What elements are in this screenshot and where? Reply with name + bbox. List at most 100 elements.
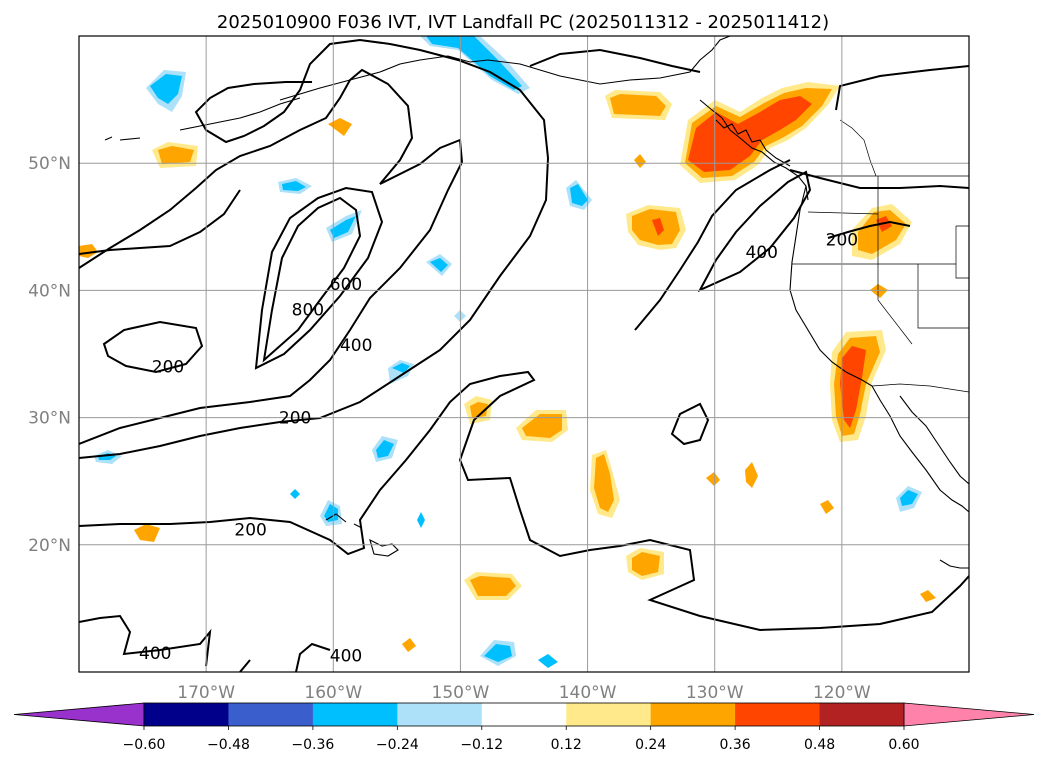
colorbar: −0.60 −0.48 −0.36 −0.24 −0.12 0.12 0.24 0.36 0.4… [13, 702, 1035, 753]
latitude-label: 40°N [28, 281, 71, 301]
colorbar-tick-label: 0.24 [635, 737, 666, 753]
colorbar-bin [312, 703, 398, 726]
positive-shading-tropic-d-mid [632, 552, 660, 576]
ivt-shading [79, 36, 936, 668]
contour-200-pacific-nw [529, 48, 791, 331]
latitude-label: 30°N [28, 409, 71, 429]
positive-shading-subtropic-b-mid [522, 414, 562, 438]
contour-label: 400 [340, 336, 372, 356]
contour-label: 400 [330, 646, 362, 666]
colorbar-bin [397, 703, 483, 726]
positive-shading-small-2-mid [158, 146, 194, 164]
colorbar-tick-label: −0.48 [207, 737, 250, 753]
positive-shading-small-8 [634, 154, 646, 168]
wyoming-border [955, 225, 969, 279]
baja-coast [871, 385, 969, 513]
negative-shading-aleutian-mid [150, 74, 182, 104]
us-west-coast [789, 185, 873, 387]
graticule [79, 36, 969, 672]
negative-shading-tropic-2-mid [900, 490, 918, 506]
negative-shading-n-pacific-3-mid [430, 258, 448, 272]
contour-200-closed-small [670, 402, 710, 446]
longitude-label: 150°W [432, 683, 490, 703]
colorbar-tick-label: −0.60 [123, 737, 166, 753]
contour-label: 800 [292, 300, 324, 320]
contour-200-subtropic [79, 370, 969, 632]
positive-shading-alaska-gulf-mid [610, 94, 666, 116]
mexico-coast-south [939, 559, 969, 569]
contour-200-main [79, 38, 550, 459]
contour-600 [254, 186, 384, 370]
washington-oregon-border [807, 211, 879, 215]
colorbar-over-arrow [903, 702, 1035, 727]
positive-shading-tropic-c-mid [470, 576, 516, 596]
axis-labels: 170°W 160°W 150°W 140°W 130°W 120°W 20°N 30°N 40… [28, 154, 871, 703]
figure-title: 2025010900 F036 IVT, IVT Landfall PC (20… [217, 12, 829, 33]
positive-shading-small-7 [79, 244, 98, 258]
colorbar-tick-label: −0.36 [291, 737, 334, 753]
positive-shading-small-4 [134, 524, 160, 542]
negative-shading-tropic-1-mid [484, 644, 512, 662]
negative-shading-small-2 [538, 654, 558, 668]
latitude-label: 50°N [28, 154, 71, 174]
negative-shading-n-pacific-4-mid [570, 184, 588, 206]
map-panel: 800 600 400 200 200 200 400 400 400 200 170°W 160°… [28, 35, 970, 703]
colorbar-bin [735, 703, 821, 726]
positive-shading-offshore-45n-inner [652, 218, 664, 236]
negative-shading-mid-4-mid [324, 504, 338, 522]
contour-label: 200 [826, 231, 858, 251]
contour-400-southwest [79, 614, 331, 672]
colorbar-frame [143, 702, 905, 727]
longitude-label: 120°W [813, 683, 871, 703]
positive-shading-small-3 [328, 118, 352, 136]
utah-border [917, 264, 969, 329]
pnw-inlets [715, 119, 791, 167]
nevada-border [877, 264, 913, 345]
us-mexico-border [871, 383, 969, 393]
colorbar-bin [144, 703, 229, 726]
contour-label: 200 [279, 409, 311, 429]
colorbar-tick-label: 0.48 [804, 737, 835, 753]
contour-label: 400 [746, 243, 778, 263]
positive-shading-small-5 [745, 462, 758, 488]
longitude-label: 130°W [686, 683, 744, 703]
map-frame [78, 35, 970, 673]
positive-shading-small-1-mid [470, 402, 488, 418]
contour-200-alaska-ne [835, 65, 969, 111]
positive-shading-small-11 [920, 590, 936, 602]
political-borders [792, 119, 969, 393]
colorbar-bin [228, 703, 314, 726]
contour-label: 400 [139, 644, 171, 664]
negative-shading-n-pacific-1-mid [282, 181, 306, 191]
canada-alaska-border [839, 119, 877, 177]
negative-shading-small-3 [417, 512, 425, 528]
contour-200-inland [827, 220, 911, 239]
colorbar-tick-label: −0.24 [376, 737, 419, 753]
negative-shading-small-4 [290, 489, 300, 499]
negative-shading-mid-1-mid [392, 363, 410, 373]
positive-shading-small-12 [402, 638, 416, 652]
bc-coast [699, 99, 809, 201]
colorbar-bin [819, 703, 905, 726]
baja-gulf-coast [899, 395, 969, 485]
alaska-coast [279, 36, 731, 101]
colorbar-tick-label: 0.60 [888, 737, 919, 753]
positive-shading-small-6 [870, 284, 888, 298]
longitude-label: 140°W [559, 683, 617, 703]
colorbar-tick-label: 0.12 [551, 737, 582, 753]
contour-label: 600 [330, 275, 362, 295]
contour-labels: 800 600 400 200 200 200 400 400 400 200 [139, 231, 858, 667]
ivt-contours [79, 38, 969, 672]
positive-shading-small-9 [706, 472, 720, 486]
contour-200-small-closed [102, 320, 204, 374]
negative-shading-n-pacific-2-mid [330, 216, 356, 238]
colorbar-under-arrow [13, 702, 145, 727]
negative-shading-mid-2-mid [376, 440, 394, 458]
colorbar-tick-label: −0.12 [460, 737, 503, 753]
latitude-label: 20°N [28, 536, 71, 556]
colorbar-bin [481, 703, 567, 726]
contour-800 [262, 196, 362, 363]
coastlines [104, 36, 969, 569]
longitude-label: 160°W [304, 683, 362, 703]
